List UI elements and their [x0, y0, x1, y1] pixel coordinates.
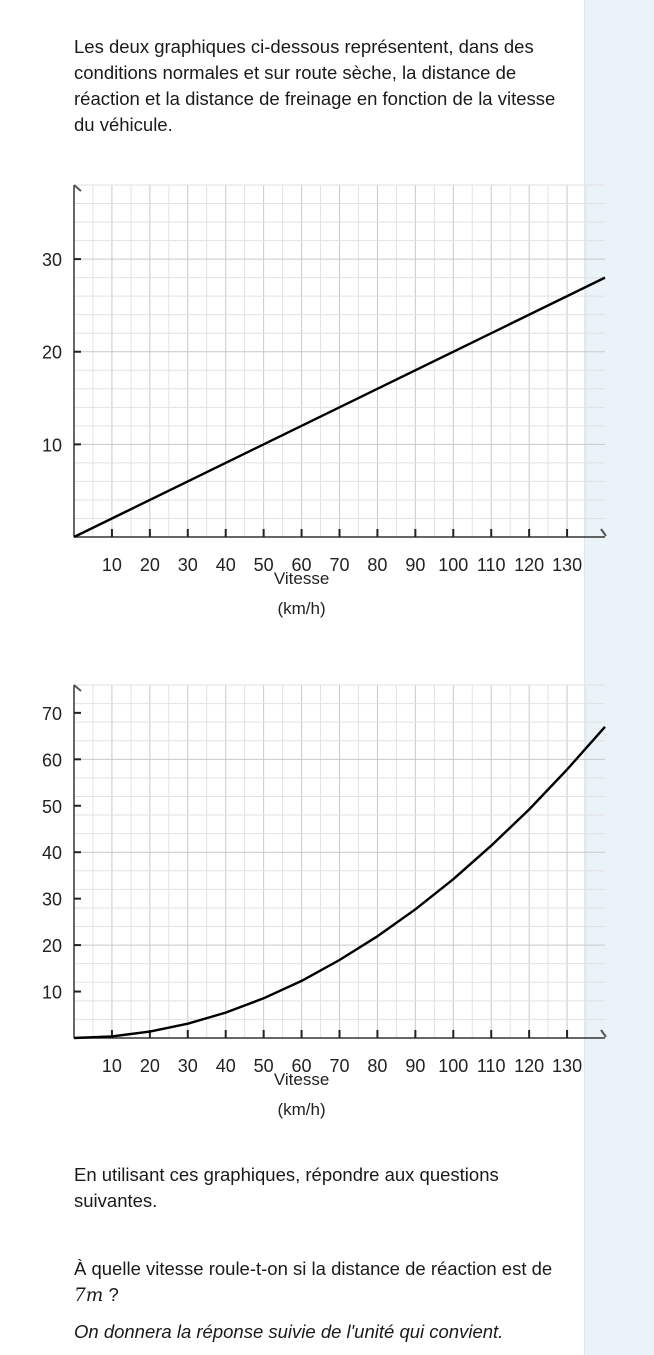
x-tick-label: 20	[140, 555, 160, 575]
x-tick-label: 30	[178, 1056, 198, 1076]
x-tick-label: 130	[552, 555, 582, 575]
grid	[74, 684, 605, 1038]
x-tick-label: 50	[254, 555, 274, 575]
y-tick-label: 60	[42, 750, 62, 770]
x-axis-label: Vitesse	[274, 569, 329, 588]
x-tick-label: 70	[329, 1056, 349, 1076]
x-tick-label: 80	[367, 1056, 387, 1076]
x-tick-label: 110	[477, 555, 506, 575]
content-panel	[56, 0, 584, 1355]
x-tick-label: 90	[405, 1056, 425, 1076]
right-margin	[584, 0, 654, 1355]
question-text-end: ?	[103, 1284, 119, 1305]
question-text: À quelle vitesse roule-t-on si la distan…	[74, 1256, 564, 1309]
y-axis-arrow	[73, 684, 82, 692]
x-axis-arrow	[600, 1029, 607, 1038]
braking-distance-chart: 10 20 30 40 50 60 70 80 90 100 110 120 130 10 20 30 40 50…	[42, 684, 607, 1119]
question-text-start: À quelle vitesse roule-t-on si la distan…	[74, 1258, 553, 1279]
x-axis-arrow	[600, 528, 607, 537]
y-tick-label: 20	[42, 343, 62, 363]
x-tick-label: 20	[140, 1056, 160, 1076]
reaction-distance-chart: 10 20 30 40 50 60 70 80 90 100 110 120 130 10 20 30 Vite…	[42, 184, 607, 618]
x-axis-unit-label: (km/h)	[277, 1100, 325, 1119]
intro-paragraph: Les deux graphiques ci-dessous représent…	[74, 36, 556, 135]
x-tick-label: 10	[102, 1056, 122, 1076]
x-tick-label: 100	[438, 555, 468, 575]
y-tick-label: 30	[42, 250, 62, 270]
y-tick-label: 20	[42, 936, 62, 956]
y-tick-label: 10	[42, 435, 62, 455]
y-tick-label: 30	[42, 890, 62, 910]
x-tick-label: 120	[514, 555, 544, 575]
x-tick-label: 50	[254, 1056, 274, 1076]
x-axis-label: Vitesse	[274, 1070, 329, 1089]
x-tick-label: 120	[514, 1056, 544, 1076]
x-tick-label: 80	[367, 555, 387, 575]
x-tick-label: 60	[292, 555, 312, 575]
x-axis-unit-label: (km/h)	[277, 599, 325, 618]
y-axis-arrow	[73, 184, 82, 192]
question-math: 7m	[74, 1285, 104, 1306]
grid	[74, 184, 605, 537]
questions-intro: En utilisant ces graphiques, répondre au…	[74, 1164, 499, 1211]
x-tick-label: 40	[216, 1056, 236, 1076]
y-tick-label: 10	[42, 983, 62, 1003]
x-tick-label: 110	[477, 1056, 506, 1076]
x-tick-label: 40	[216, 555, 236, 575]
series-line	[73, 726, 606, 1040]
y-tick-label: 70	[42, 704, 62, 724]
x-tick-label: 90	[405, 555, 425, 575]
y-tick-label: 40	[42, 843, 62, 863]
y-tick-label: 50	[42, 797, 62, 817]
x-tick-label: 130	[552, 1056, 582, 1076]
x-tick-label: 30	[178, 555, 198, 575]
x-tick-label: 10	[102, 555, 122, 575]
series-line	[73, 276, 606, 539]
x-tick-label: 70	[329, 555, 349, 575]
x-tick-label: 100	[438, 1056, 468, 1076]
answer-instruction: On donnera la réponse suivie de l'unité …	[74, 1321, 504, 1342]
x-tick-label: 60	[292, 1056, 312, 1076]
